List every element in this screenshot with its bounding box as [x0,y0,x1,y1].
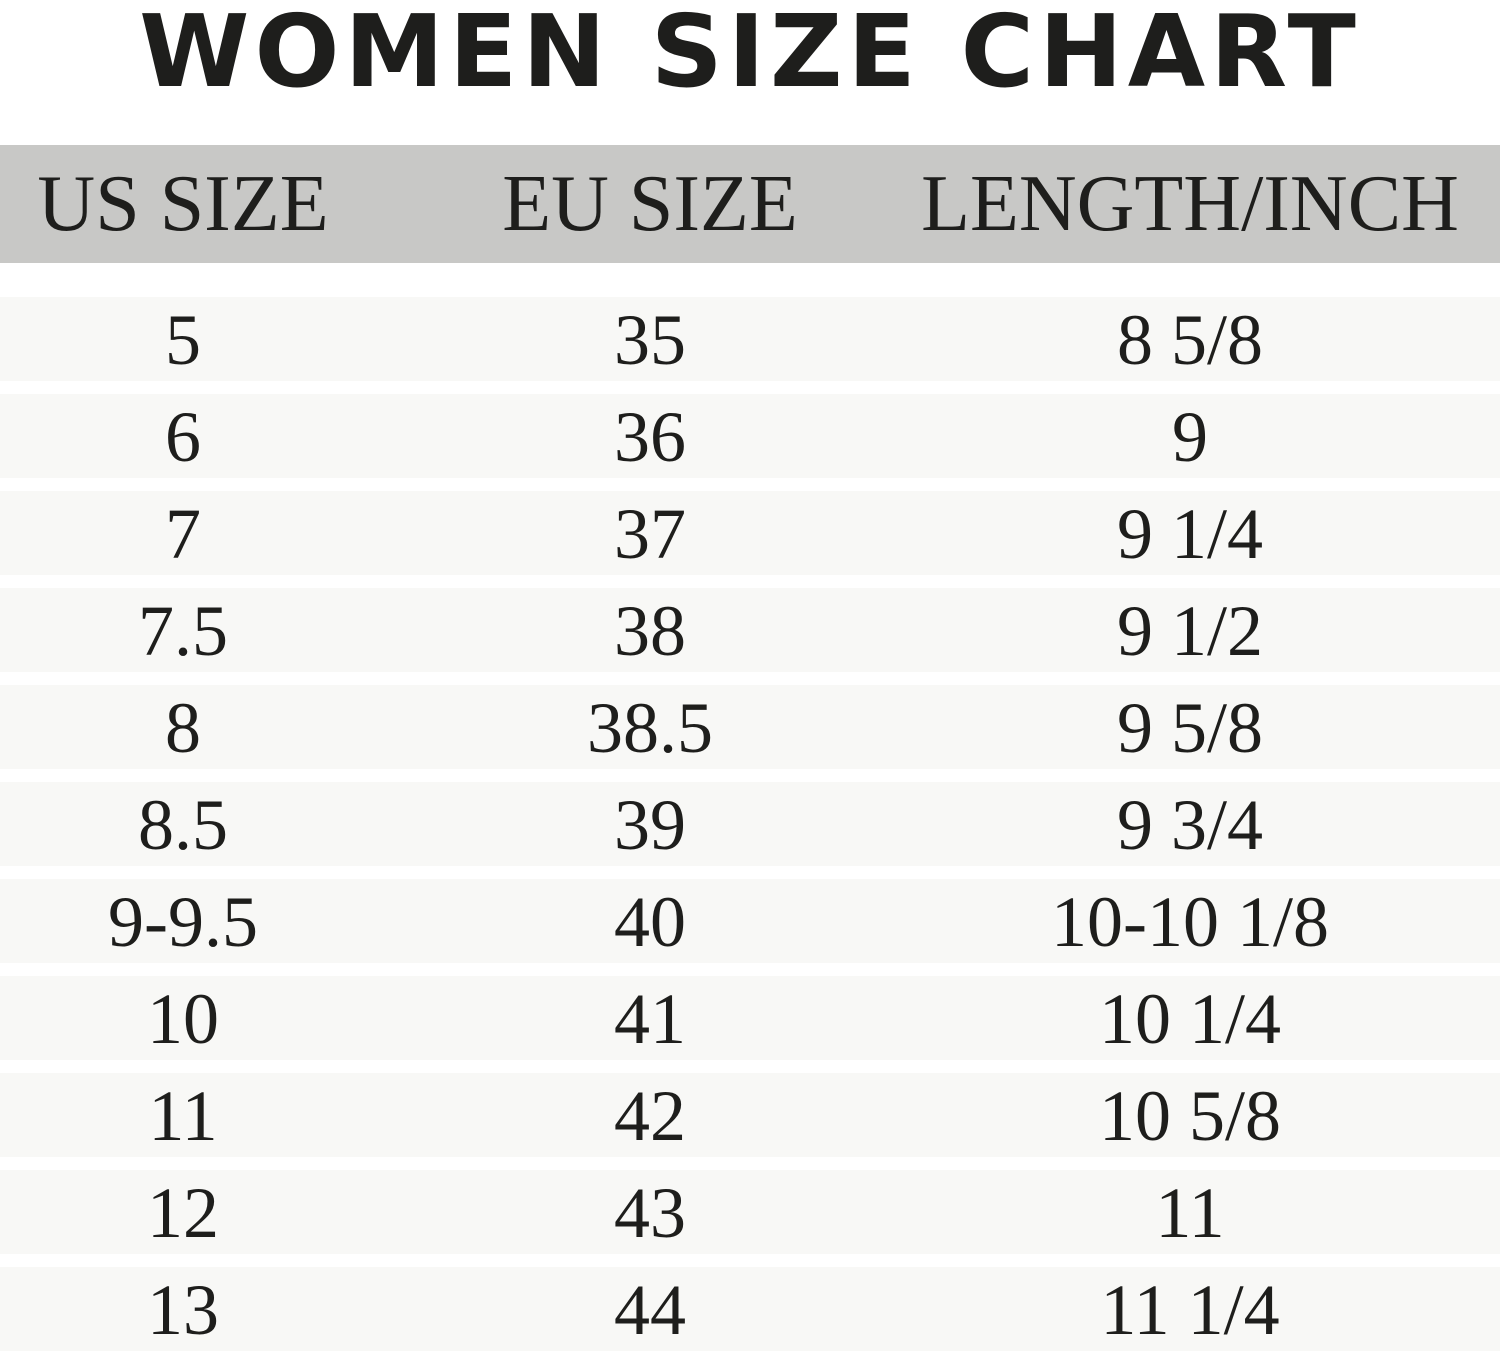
table-row: 6 36 9 [0,394,1500,478]
cell-eu-size: 42 [614,1076,686,1156]
cell-eu-size: 43 [614,1173,686,1253]
table-row: 12 43 11 [0,1170,1500,1254]
chart-title: WOMEN SIZE CHART [139,0,1361,110]
table-row: 9-9.5 40 10-10 1/8 [0,879,1500,963]
cell-length-inch: 10 5/8 [1098,1076,1281,1156]
table-header: US SIZE EU SIZE LENGTH/INCH [0,145,1500,263]
table-row: 8.5 39 9 3/4 [0,782,1500,866]
table-row: 5 35 8 5/8 [0,297,1500,381]
cell-us-size: 8 [165,688,201,768]
cell-us-size: 7.5 [138,591,228,671]
table-row: 7 37 9 1/4 [0,491,1500,575]
cell-us-size: 8.5 [138,785,228,865]
cell-eu-size: 38.5 [587,688,713,768]
cell-length-inch: 9 3/4 [1116,785,1263,865]
cell-length-inch: 9 1/2 [1116,591,1263,671]
column-header-length-inch: LENGTH/INCH [921,160,1459,248]
cell-us-size: 13 [147,1270,219,1350]
cell-us-size: 5 [165,300,201,380]
cell-us-size: 6 [165,397,201,477]
table-row: 7.5 38 9 1/2 [0,588,1500,672]
cell-us-size: 9-9.5 [108,882,258,962]
cell-length-inch: 8 5/8 [1116,300,1263,380]
table-row: 11 42 10 5/8 [0,1073,1500,1157]
cell-eu-size: 37 [614,494,686,574]
cell-length-inch: 9 5/8 [1116,688,1263,768]
cell-length-inch: 11 [1155,1173,1225,1253]
cell-eu-size: 39 [614,785,686,865]
column-header-eu-size: EU SIZE [502,160,798,248]
table-row: 13 44 11 1/4 [0,1267,1500,1351]
cell-us-size: 11 [148,1076,218,1156]
cell-eu-size: 41 [614,979,686,1059]
cell-us-size: 12 [147,1173,219,1253]
table-row: 10 41 10 1/4 [0,976,1500,1060]
cell-length-inch: 9 [1172,397,1208,477]
cell-length-inch: 9 1/4 [1116,494,1263,574]
cell-length-inch: 10 1/4 [1098,979,1281,1059]
cell-eu-size: 36 [614,397,686,477]
cell-us-size: 7 [165,494,201,574]
cell-eu-size: 40 [614,882,686,962]
column-header-us-size: US SIZE [37,160,329,248]
cell-us-size: 10 [147,979,219,1059]
cell-eu-size: 35 [614,300,686,380]
cell-length-inch: 11 1/4 [1100,1270,1280,1350]
cell-eu-size: 44 [614,1270,686,1350]
cell-eu-size: 38 [614,591,686,671]
table-row: 8 38.5 9 5/8 [0,685,1500,769]
cell-length-inch: 10-10 1/8 [1051,882,1329,962]
